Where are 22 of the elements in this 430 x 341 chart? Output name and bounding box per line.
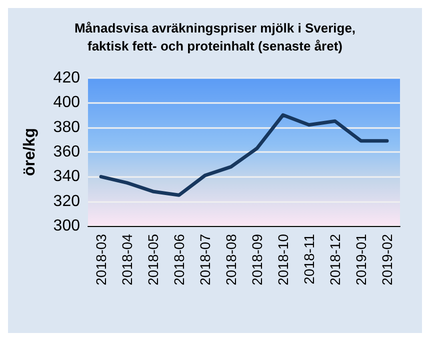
y-tick-label: 400	[53, 94, 80, 112]
x-tick-label: 2018-06	[171, 234, 187, 286]
x-tick-label: 2018-05	[145, 234, 161, 286]
x-tick-label: 2018-10	[275, 234, 291, 286]
y-tick-label: 320	[53, 192, 80, 210]
x-tick-label: 2018-03	[93, 234, 109, 286]
x-tick-label: 2018-12	[327, 234, 343, 286]
y-tick-label: 300	[53, 218, 80, 234]
x-tick-label: 2019-02	[379, 234, 395, 286]
y-tick-label: 360	[53, 144, 80, 160]
x-tick-label: 2019-01	[353, 234, 369, 286]
y-tick-label: 380	[53, 118, 80, 136]
x-tick-label: 2018-11	[301, 234, 317, 284]
y-axis-title: öre/kg	[22, 128, 38, 176]
y-tick-label: 420	[53, 70, 80, 86]
x-tick-label: 2018-04	[119, 234, 135, 286]
x-tick-label: 2018-08	[223, 234, 239, 286]
chart-title: Månadsvisa avräkningspriser mjölk i Sverige, faktisk fett- och proteinhalt (senaste året)	[74, 20, 356, 54]
line-series	[99, 113, 389, 197]
y-tick-label: 340	[53, 168, 80, 186]
x-tick-label: 2018-09	[249, 234, 265, 286]
x-tick-label: 2018-07	[197, 234, 213, 286]
